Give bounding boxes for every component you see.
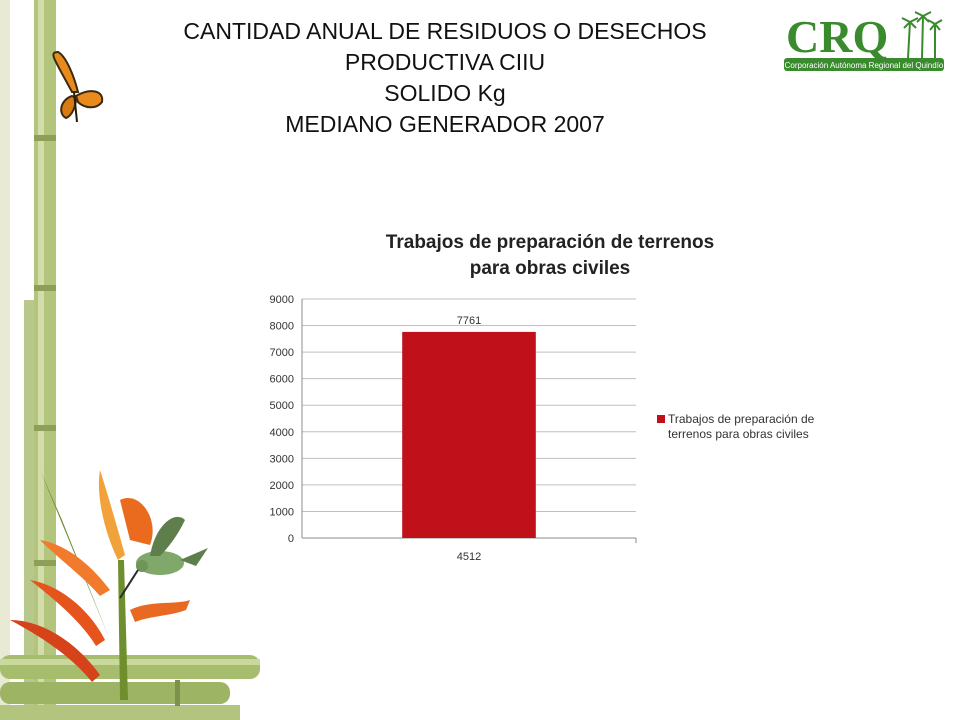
y-tick-label: 0 [288, 533, 294, 545]
y-tick-label: 7000 [270, 347, 294, 359]
data-label: 7761 [457, 315, 481, 327]
slide-title-line: MEDIANO GENERADOR 2007 [285, 111, 605, 137]
x-tick-label: 4512 [457, 551, 481, 563]
bar-chart: 0 1000 2000 3000 4000 5000 6000 7000 8000 9000 776… [270, 294, 637, 563]
y-tick-label: 5000 [270, 400, 294, 412]
chart-title-line: para obras civiles [469, 258, 631, 279]
y-tick-label: 4000 [270, 427, 294, 439]
y-tick-label: 6000 [270, 374, 294, 386]
butterfly-icon [52, 50, 104, 123]
heliconia-flower [10, 470, 190, 700]
chart-title-line: Trabajos de preparación de terrenos [385, 232, 715, 253]
legend-label-line-1: Trabajos de preparación de [668, 412, 815, 426]
chart-title: Trabajos de preparación de terrenos para… [300, 230, 800, 282]
logo-text: CRQ [786, 11, 888, 62]
y-tick-label: 2000 [270, 480, 294, 492]
logo-subtitle: Corporación Autónoma Regional del Quindí… [785, 61, 944, 70]
slide-title-line: CANTIDAD ANUAL DE RESIDUOS O DESECHOS [183, 18, 707, 44]
y-tick-label: 1000 [270, 506, 294, 518]
slide-title-line: PRODUCTIVA CIIU [344, 49, 546, 75]
bar-4512 [402, 331, 536, 538]
hummingbird-icon [119, 516, 208, 599]
palm-trees-icon [901, 11, 943, 59]
y-tick-label: 3000 [270, 453, 294, 465]
crq-logo: CRQ Corporación Autónoma Regional del Qu… [784, 11, 944, 71]
y-tick-label: 8000 [270, 321, 294, 333]
legend-label-line-2: terrenos para obras civiles [668, 427, 809, 441]
chart-legend: Trabajos de preparación de terrenos para… [657, 412, 857, 442]
slide-title: CANTIDAD ANUAL DE RESIDUOS O DESECHOS PR… [120, 16, 770, 140]
slide-title-line: SOLIDO Kg [384, 80, 506, 106]
y-tick-label: 9000 [270, 294, 294, 306]
decorative-illustration [0, 0, 260, 720]
bamboo-stalks [0, 0, 260, 720]
legend-swatch [657, 415, 665, 423]
